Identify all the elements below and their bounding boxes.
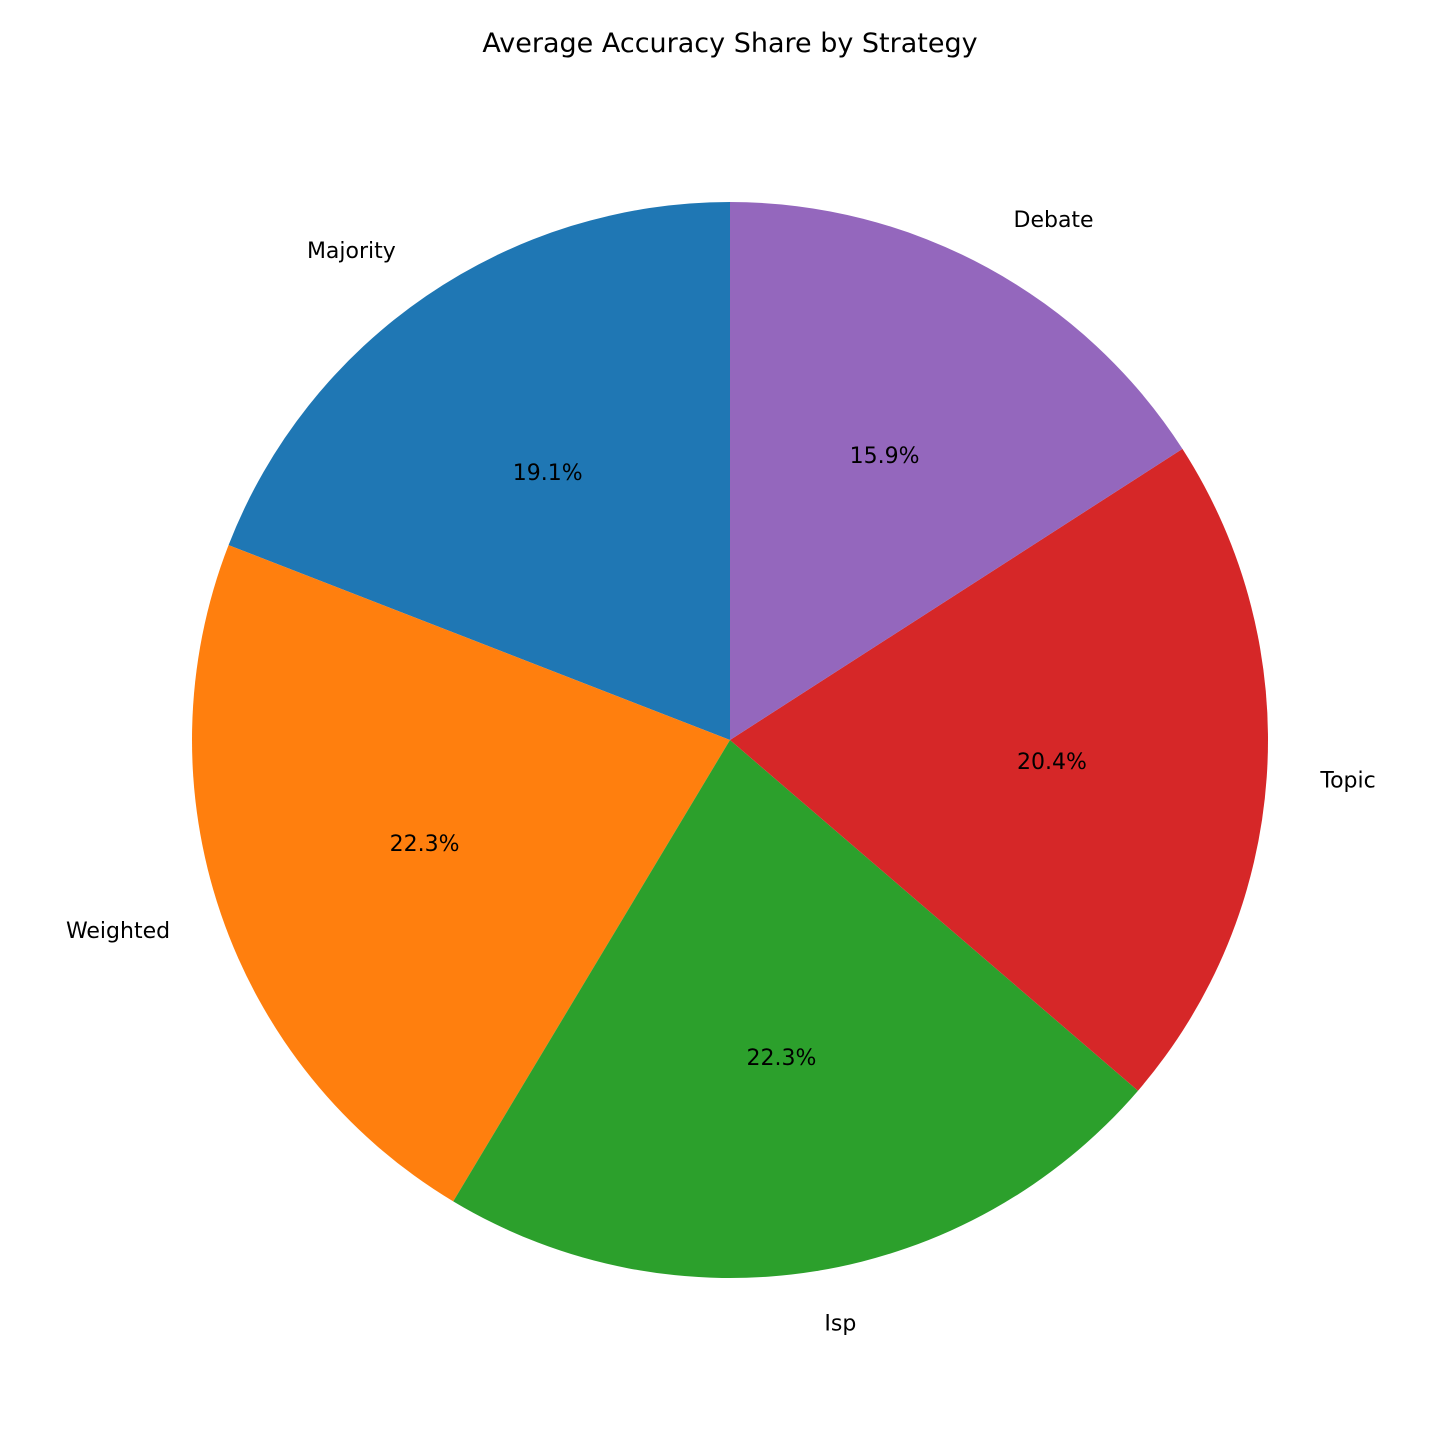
slice-label-debate: Debate <box>1014 208 1094 233</box>
pie-slice-majority <box>228 202 731 740</box>
slice-label-isp: Isp <box>824 1312 856 1337</box>
chart-title: Average Accuracy Share by Strategy <box>482 28 977 59</box>
pie-slices <box>192 202 1269 1279</box>
pie-slice-debate <box>730 202 1183 740</box>
slice-label-topic: Topic <box>1319 768 1375 793</box>
pct-label-debate: 15.9% <box>850 444 920 469</box>
pie-slice-isp <box>453 740 1139 1279</box>
slice-label-majority: Majority <box>307 239 396 264</box>
slice-label-weighted: Weighted <box>66 919 170 944</box>
pie-slice-weighted <box>192 545 731 1202</box>
pie-slice-topic <box>730 448 1269 1091</box>
pie-labels: Majority 19.1% Weighted 22.3% Isp 22.3% Topic 2… <box>66 208 1376 1337</box>
pct-label-majority: 19.1% <box>513 461 583 486</box>
pct-label-weighted: 22.3% <box>390 832 460 857</box>
pct-label-isp: 22.3% <box>747 1046 817 1071</box>
pct-label-topic: 20.4% <box>1017 750 1087 775</box>
